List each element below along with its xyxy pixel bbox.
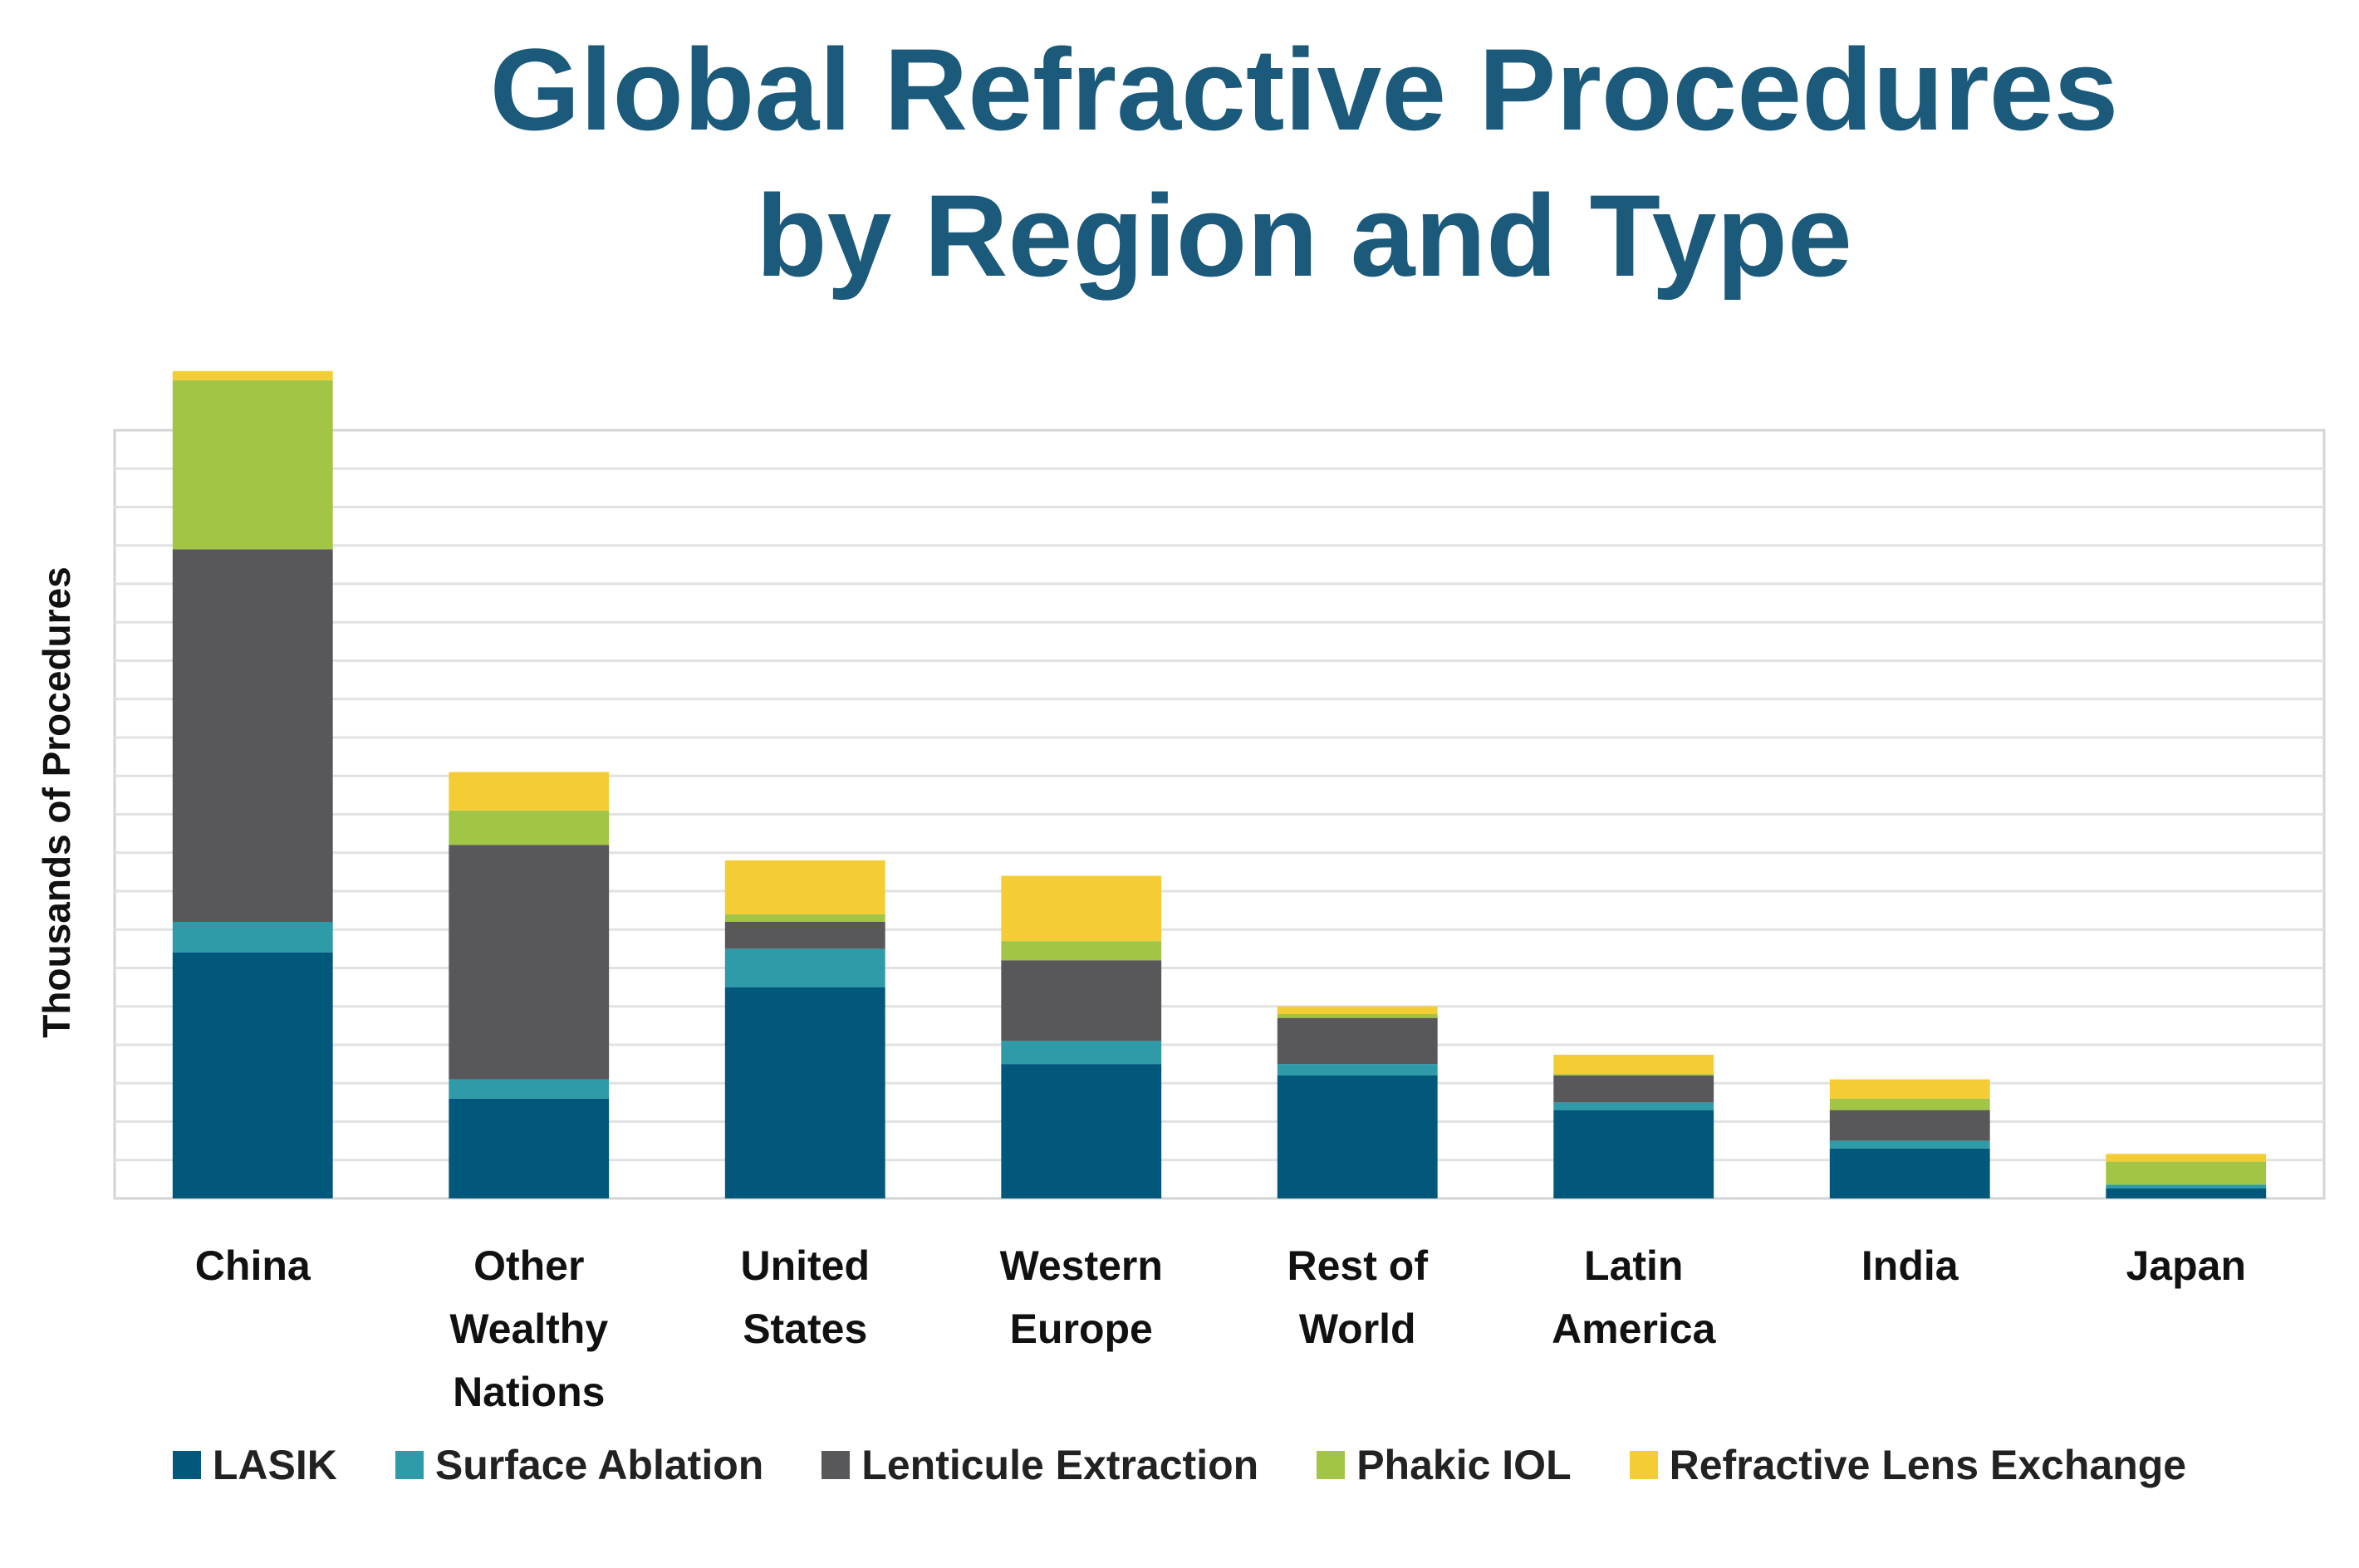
bar-segment-lasik (172, 953, 333, 1198)
bar-segment-refractive-lens-exchange (1829, 1079, 1990, 1099)
bar-segment-lenticule-extraction (449, 845, 610, 1080)
bar-segment-refractive-lens-exchange (449, 772, 610, 811)
x-tick-label-line: World (1298, 1306, 1416, 1352)
bar-segment-refractive-lens-exchange (1001, 875, 1162, 942)
legend-label: Refractive Lens Exchange (1669, 1442, 2187, 1488)
bar-segment-phakic-iol (1277, 1014, 1438, 1018)
legend-swatch (1317, 1451, 1346, 1479)
bar-segment-surface-ablation (724, 948, 885, 987)
legend-item: LASIK (172, 1441, 337, 1489)
y-axis-label: Thousands of Procedures (35, 566, 78, 1038)
bar-segment-phakic-iol (1553, 1074, 1714, 1076)
bar-segment-phakic-iol (172, 380, 333, 550)
legend-swatch (395, 1451, 424, 1479)
bar-segment-refractive-lens-exchange (2106, 1154, 2267, 1162)
chart-title-line-1: Global Refractive Procedures (489, 24, 2119, 154)
bar-segment-refractive-lens-exchange (1553, 1055, 1714, 1075)
legend-swatch (821, 1451, 851, 1479)
x-tick-label-line: Other (473, 1242, 585, 1289)
bar-segment-refractive-lens-exchange (724, 860, 885, 914)
bar-segment-lasik (2106, 1188, 2267, 1198)
x-tick-label-line: Latin (1584, 1242, 1684, 1289)
bar-segment-surface-ablation (2106, 1184, 2267, 1188)
x-tick-label-line: India (1861, 1242, 1959, 1289)
legend-item: Surface Ablation (395, 1441, 763, 1489)
bar-segment-lenticule-extraction (1829, 1110, 1990, 1141)
x-tick-label-line: China (194, 1242, 311, 1289)
x-tick-label-line: Europe (1009, 1306, 1153, 1352)
bar-segment-lasik (1277, 1076, 1438, 1198)
x-tick-label: India (1785, 1234, 2034, 1297)
bar-segment-phakic-iol (2106, 1161, 2267, 1185)
bar-segment-lenticule-extraction (1277, 1017, 1438, 1065)
bar-segment-lenticule-extraction (724, 922, 885, 949)
legend-swatch (172, 1451, 201, 1479)
x-tick-label: Latin America (1509, 1234, 1758, 1360)
bar-segment-surface-ablation (172, 922, 333, 953)
x-axis-labels: China Other Wealthy Nations United States West… (0, 1234, 2359, 1433)
x-tick-label-line: Japan (2126, 1242, 2246, 1289)
legend-item: Phakic IOL (1317, 1441, 1572, 1489)
chart-legend: LASIK Surface Ablation Lenticule Extractio… (0, 1441, 2359, 1489)
bar-segment-refractive-lens-exchange (172, 370, 333, 380)
bar-segment-lasik (449, 1098, 610, 1198)
bar-segment-surface-ablation (1001, 1041, 1162, 1065)
x-tick-label: Japan (2062, 1234, 2311, 1297)
bar-segment-lenticule-extraction (172, 549, 333, 922)
x-tick-label-line: Western (999, 1242, 1163, 1289)
bar-segment-lasik (1829, 1148, 1990, 1198)
legend-label: Surface Ablation (434, 1442, 764, 1488)
legend-label: Lenticule Extraction (861, 1442, 1259, 1488)
bar-segment-lasik (1553, 1110, 1714, 1198)
bar-segment-refractive-lens-exchange (1277, 1006, 1438, 1014)
x-tick-label: China (128, 1234, 377, 1297)
x-tick-label: United States (680, 1234, 929, 1360)
x-tick-label: Other Wealthy Nations (405, 1234, 654, 1423)
x-tick-label-line: Rest of (1287, 1242, 1428, 1289)
bar-segment-surface-ablation (1553, 1102, 1714, 1110)
bar-segment-surface-ablation (1277, 1064, 1438, 1076)
x-tick-label-line: America (1552, 1306, 1716, 1352)
bar-segment-surface-ablation (1829, 1140, 1990, 1149)
legend-swatch (1629, 1451, 1658, 1479)
legend-label: LASIK (212, 1442, 337, 1488)
bar-segment-phakic-iol (1829, 1098, 1990, 1110)
bar-segment-lenticule-extraction (1553, 1076, 1714, 1103)
bar-segment-phakic-iol (449, 810, 610, 845)
legend-label: Phakic IOL (1356, 1442, 1572, 1488)
legend-item: Lenticule Extraction (821, 1441, 1258, 1489)
x-tick-label: Rest of World (1233, 1234, 1482, 1360)
bar-segment-lasik (1001, 1064, 1162, 1198)
x-tick-label: Western Europe (957, 1234, 1206, 1360)
x-tick-label-line: States (743, 1306, 868, 1352)
bar-segment-phakic-iol (1001, 941, 1162, 961)
x-tick-label-line: United (740, 1242, 871, 1289)
x-tick-label-line: Nations (453, 1369, 606, 1415)
chart-title: Global Refractive Procedures by Region a… (0, 17, 2359, 309)
bar-segment-surface-ablation (449, 1079, 610, 1099)
legend-item: Refractive Lens Exchange (1629, 1441, 2187, 1489)
bar-segment-lenticule-extraction (1001, 960, 1162, 1041)
bar-segment-lasik (724, 987, 885, 1198)
x-tick-label-line: Wealthy (449, 1306, 609, 1352)
chart-title-line-2: by Region and Type (756, 170, 1852, 301)
bar-segment-phakic-iol (724, 914, 885, 922)
